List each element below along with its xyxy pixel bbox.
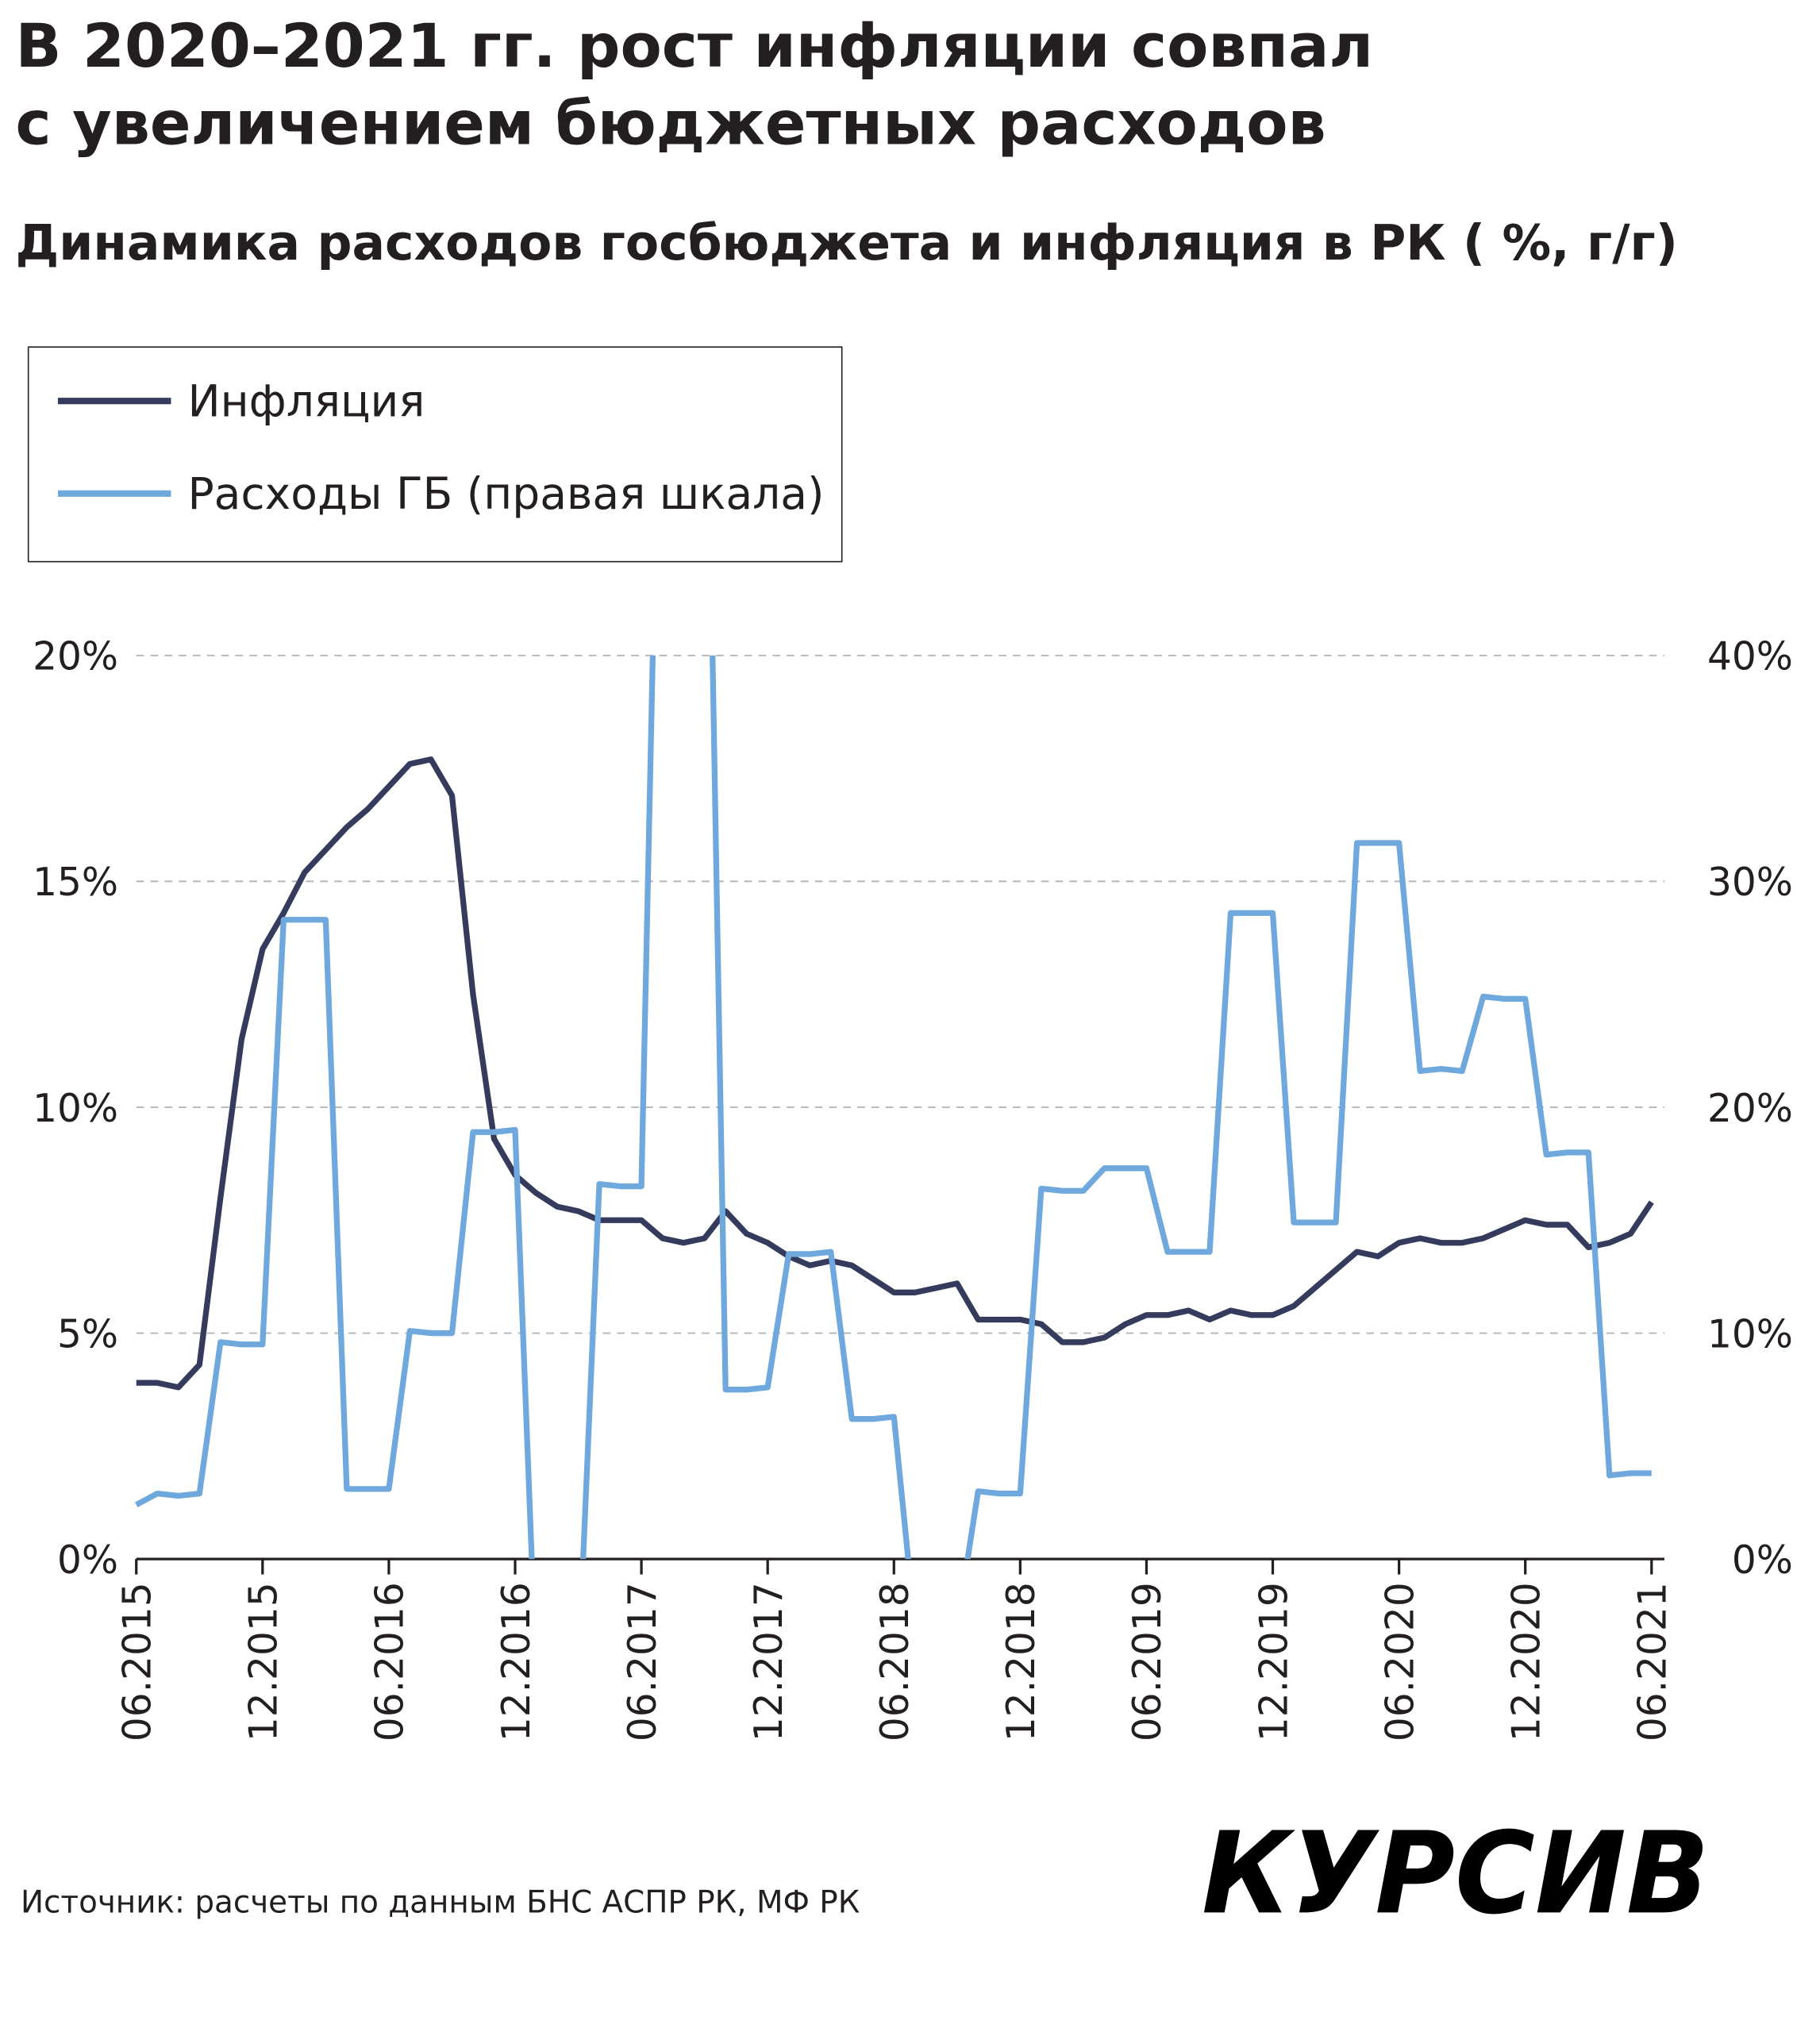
y-tick-label: 0% [57, 1538, 118, 1583]
x-tick-label: 12.2020 [1505, 1582, 1549, 1741]
x-tick-label: 06.2017 [621, 1582, 665, 1741]
plot-area [135, 655, 1654, 1560]
logo: КУРСИВ [1202, 1807, 1710, 1939]
y-tick-label: 5% [57, 1312, 118, 1357]
series-line [135, 655, 1652, 1560]
y-tick-label: 15% [33, 860, 118, 905]
y2-tick-label: 10% [1707, 1312, 1793, 1357]
legend-box [27, 346, 843, 563]
x-tick-label: 12.2016 [494, 1582, 539, 1741]
x-tick-label: 12.2017 [747, 1582, 791, 1741]
x-tick-label: 12.2018 [999, 1582, 1044, 1741]
x-tick-label: 06.2019 [1125, 1582, 1170, 1741]
series-line [136, 756, 1654, 1391]
x-tick-label: 06.2016 [368, 1582, 413, 1741]
x-tick-label: 06.2015 [116, 1582, 160, 1741]
legend-label: Инфляция [187, 376, 425, 427]
x-tick-label: 12.2015 [242, 1582, 287, 1741]
legend-label: Расходы ГБ (правая шкала) [187, 468, 824, 519]
source: Источник: расчеты по данным БНС АСПР РК,… [21, 1884, 860, 1920]
y-tick-label: 20% [33, 635, 118, 679]
y2-tick-label: 30% [1707, 860, 1793, 905]
chart-title: с увеличением бюджетных расходов [16, 87, 1326, 158]
y2-tick-label: 20% [1707, 1087, 1793, 1131]
chart-title: В 2020–2021 гг. рост инфляции совпал [16, 10, 1374, 81]
chart-subtitle: Динамика расходов госбюджета и инфляция … [16, 214, 1678, 271]
y-tick-label: 10% [33, 1087, 118, 1131]
x-tick-label: 12.2019 [1252, 1582, 1296, 1741]
x-tick-label: 06.2020 [1378, 1582, 1422, 1741]
y2-tick-label: 0% [1732, 1538, 1793, 1583]
x-tick-label: 06.2018 [873, 1582, 918, 1741]
y2-tick-label: 40% [1707, 635, 1793, 679]
x-tick-label: 06.2021 [1631, 1582, 1676, 1741]
